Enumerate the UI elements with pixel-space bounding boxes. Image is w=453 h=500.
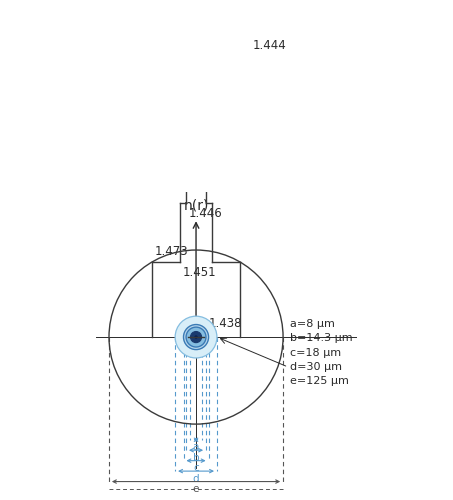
- Circle shape: [190, 332, 202, 342]
- Text: e=125 μm: e=125 μm: [290, 376, 349, 386]
- Text: 1.438: 1.438: [198, 317, 243, 332]
- Circle shape: [175, 316, 217, 358]
- Text: b: b: [193, 453, 199, 463]
- Circle shape: [186, 327, 206, 347]
- Text: a: a: [193, 442, 199, 452]
- Text: d=30 μm: d=30 μm: [290, 362, 342, 372]
- Text: a=8 μm: a=8 μm: [290, 319, 335, 329]
- Text: 1.473: 1.473: [154, 244, 188, 258]
- Text: 1.446: 1.446: [188, 207, 222, 220]
- Text: b=14.3 μm: b=14.3 μm: [290, 334, 353, 344]
- Text: d: d: [193, 474, 199, 484]
- Text: c=18 μm: c=18 μm: [290, 348, 341, 358]
- Text: 1.451: 1.451: [182, 266, 216, 279]
- Text: 1.444: 1.444: [253, 40, 286, 52]
- Text: c: c: [193, 464, 199, 473]
- Text: e: e: [193, 484, 199, 494]
- Circle shape: [183, 324, 208, 349]
- Circle shape: [195, 336, 198, 338]
- Text: n(r): n(r): [183, 198, 209, 212]
